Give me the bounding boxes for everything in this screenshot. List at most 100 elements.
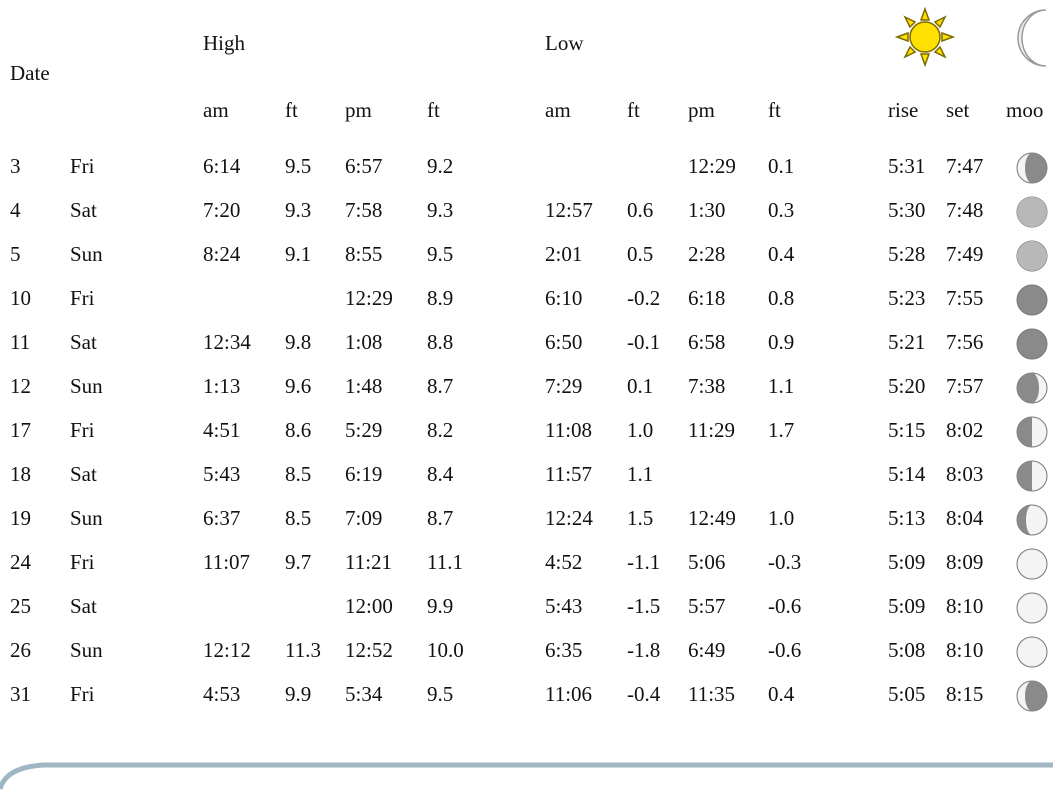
cell-set: 8:04 xyxy=(946,506,984,530)
table-row: 25 Sat 12:00 9.9 5:43 -1.5 5:57 -0.6 5:09 8:10 xyxy=(0,590,1053,638)
cell-low-pm-ft: 0.8 xyxy=(768,286,795,310)
cell-low-am-ft: 0.6 xyxy=(627,198,654,222)
cell-high-am: 4:51 xyxy=(203,418,241,442)
cell-low-pm-ft: 0.3 xyxy=(768,198,795,222)
cell-low-pm: 11:29 xyxy=(688,418,736,442)
cell-high-pm-ft: 8.7 xyxy=(427,506,454,530)
cell-low-pm-ft: 0.1 xyxy=(768,154,795,178)
cell-low-am: 4:52 xyxy=(545,550,583,574)
subheader-high-pm-ft: ft xyxy=(427,98,440,122)
cell-low-am: 6:50 xyxy=(545,330,583,354)
cell-low-am-ft: -0.4 xyxy=(627,682,661,706)
cell-high-pm: 11:21 xyxy=(345,550,393,574)
cell-rise: 5:21 xyxy=(888,330,926,354)
cell-rise: 5:09 xyxy=(888,550,926,574)
table-row: 4 Sat 7:20 9.3 7:58 9.3 12:57 0.6 1:30 0.3 5:30 7:4… xyxy=(0,194,1053,242)
subheader-high-am: am xyxy=(203,98,229,122)
cell-high-am: 12:12 xyxy=(203,638,251,662)
cell-set: 7:47 xyxy=(946,154,984,178)
cell-date: 25 xyxy=(10,594,31,618)
cell-rise: 5:13 xyxy=(888,506,926,530)
cell-date: 18 xyxy=(10,462,31,486)
cell-day: Fri xyxy=(70,286,95,310)
cell-rise: 5:09 xyxy=(888,594,926,618)
table-row: 11 Sat 12:34 9.8 1:08 8.8 6:50 -0.1 6:58 0.9 5:21 7… xyxy=(0,326,1053,374)
cell-rise: 5:31 xyxy=(888,154,926,178)
cell-day: Fri xyxy=(70,550,95,574)
cell-set: 8:10 xyxy=(946,594,984,618)
cell-low-pm: 12:49 xyxy=(688,506,736,530)
moon-phase-icon xyxy=(1014,502,1050,538)
cell-high-pm: 12:00 xyxy=(345,594,393,618)
moon-phase-icon xyxy=(1014,370,1050,406)
moon-phase-icon xyxy=(1014,150,1050,186)
moon-phase-icon xyxy=(1014,634,1050,670)
cell-high-pm-ft: 9.3 xyxy=(427,198,454,222)
cell-date: 12 xyxy=(10,374,31,398)
cell-low-pm: 6:18 xyxy=(688,286,726,310)
cell-low-pm: 6:58 xyxy=(688,330,726,354)
subheader-set: set xyxy=(946,98,970,122)
cell-low-am-ft: -1.1 xyxy=(627,550,661,574)
cell-high-pm: 5:34 xyxy=(345,682,383,706)
cell-high-am: 4:53 xyxy=(203,682,241,706)
cell-low-am-ft: -0.2 xyxy=(627,286,661,310)
cell-date: 17 xyxy=(10,418,31,442)
cell-low-am: 5:43 xyxy=(545,594,583,618)
cell-low-am-ft: -0.1 xyxy=(627,330,661,354)
cell-set: 8:09 xyxy=(946,550,984,574)
cell-day: Sun xyxy=(70,242,103,266)
cell-low-am: 12:57 xyxy=(545,198,593,222)
cell-high-pm-ft: 8.7 xyxy=(427,374,454,398)
table-row: 24 Fri 11:07 9.7 11:21 11.1 4:52 -1.1 5:06 -0.3 5:… xyxy=(0,546,1053,594)
cell-high-am-ft: 9.1 xyxy=(285,242,312,266)
cell-low-pm-ft: 1.1 xyxy=(768,374,795,398)
moon-phase-icon xyxy=(1014,678,1050,714)
cell-high-am-ft: 9.8 xyxy=(285,330,312,354)
cell-rise: 5:28 xyxy=(888,242,926,266)
subheader-low-am-ft: ft xyxy=(627,98,640,122)
cell-low-am: 11:57 xyxy=(545,462,593,486)
cell-high-pm: 8:55 xyxy=(345,242,383,266)
cell-date: 19 xyxy=(10,506,31,530)
cell-day: Sun xyxy=(70,506,103,530)
moon-phase-icon xyxy=(1014,194,1050,230)
table-row: 12 Sun 1:13 9.6 1:48 8.7 7:29 0.1 7:38 1.1 5:20 7:5… xyxy=(0,370,1053,418)
cell-high-am-ft: 8.5 xyxy=(285,506,312,530)
cell-high-pm-ft: 9.2 xyxy=(427,154,454,178)
table-row: 19 Sun 6:37 8.5 7:09 8.7 12:24 1.5 12:49 1.0 5:13 8… xyxy=(0,502,1053,550)
cell-day: Sat xyxy=(70,462,97,486)
cell-high-pm: 5:29 xyxy=(345,418,383,442)
cell-high-pm-ft: 8.9 xyxy=(427,286,454,310)
cell-low-pm: 7:38 xyxy=(688,374,726,398)
cell-set: 8:10 xyxy=(946,638,984,662)
cell-low-am: 12:24 xyxy=(545,506,593,530)
cell-rise: 5:14 xyxy=(888,462,926,486)
cell-day: Sat xyxy=(70,330,97,354)
cell-date: 4 xyxy=(10,198,21,222)
cell-set: 8:03 xyxy=(946,462,984,486)
cell-day: Sat xyxy=(70,198,97,222)
cell-low-am-ft: 1.0 xyxy=(627,418,654,442)
cell-rise: 5:20 xyxy=(888,374,926,398)
cell-high-am: 12:34 xyxy=(203,330,251,354)
moon-phase-icon xyxy=(1014,546,1050,582)
cell-high-pm: 12:29 xyxy=(345,286,393,310)
cell-day: Fri xyxy=(70,418,95,442)
cell-low-am: 7:29 xyxy=(545,374,583,398)
subheader-high-pm: pm xyxy=(345,98,372,122)
cell-low-pm-ft: -0.3 xyxy=(768,550,802,574)
cell-day: Sun xyxy=(70,374,103,398)
moon-phase-icon xyxy=(1014,238,1050,274)
cell-date: 3 xyxy=(10,154,21,178)
cell-low-pm: 2:28 xyxy=(688,242,726,266)
cell-low-pm-ft: -0.6 xyxy=(768,594,802,618)
subheader-high-am-ft: ft xyxy=(285,98,298,122)
table-row: 5 Sun 8:24 9.1 8:55 9.5 2:01 0.5 2:28 0.4 5:28 7:49 xyxy=(0,238,1053,286)
cell-high-am-ft: 9.5 xyxy=(285,154,312,178)
cell-rise: 5:08 xyxy=(888,638,926,662)
subheader-rise: rise xyxy=(888,98,919,122)
cell-rise: 5:15 xyxy=(888,418,926,442)
table-row: 17 Fri 4:51 8.6 5:29 8.2 11:08 1.0 11:29 1.7 5:15 8… xyxy=(0,414,1053,462)
cell-high-am: 5:43 xyxy=(203,462,241,486)
